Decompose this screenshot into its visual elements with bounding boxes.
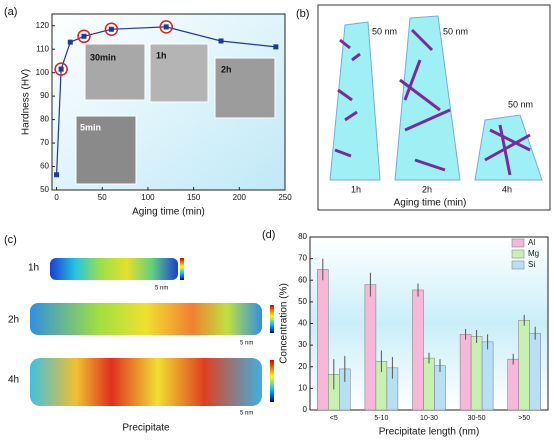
x-tick-label: 50 <box>98 193 107 202</box>
x-tick-label: 30-50 <box>468 415 486 422</box>
series-line <box>55 26 276 175</box>
panel-b: 50 nm 50 nm 50 nm 1h 2h 4h Aging time (m… <box>296 4 551 211</box>
x-tick-label: 250 <box>278 193 292 202</box>
scale-label: 50 nm <box>443 26 468 36</box>
axis-label: Aging time (min) <box>394 198 467 209</box>
y-tick-label: 70 <box>40 138 49 147</box>
x-axis-label: Aging time (min) <box>132 207 205 218</box>
marker <box>58 66 64 72</box>
inset-label: 1h <box>156 50 167 60</box>
x-tick-label: 10-30 <box>420 415 438 422</box>
y-tick-label: 110 <box>36 44 49 53</box>
bar <box>529 332 541 411</box>
panel-c: (c) 1h 2h 4h 5 nm 5 nm 5 nm Precipitate <box>4 234 274 434</box>
bar <box>470 336 483 411</box>
bar <box>518 320 530 411</box>
inset-label: 5min <box>80 122 101 132</box>
marker <box>67 39 73 45</box>
y-tick-label: 70 <box>298 254 307 263</box>
legend-label: Si <box>528 260 535 269</box>
y-tick-label: 50 <box>40 185 49 194</box>
scale-label: 5 nm <box>240 341 253 347</box>
time-label: 4h <box>8 375 19 386</box>
y-tick-label: 120 <box>36 21 50 30</box>
time-label: 2h <box>422 184 432 194</box>
marker <box>54 172 60 178</box>
legend-swatch <box>511 238 525 248</box>
x-axis-label: Precipitate length (nm) <box>379 427 480 438</box>
y-tick-label: 30 <box>298 340 307 349</box>
highlight-circle <box>104 22 119 37</box>
x-tick-label: 100 <box>141 193 155 202</box>
y-tick-label: 80 <box>298 232 307 241</box>
y-tick-label: 80 <box>40 115 49 124</box>
insets: 30min 1h 2h 5min <box>75 43 276 185</box>
x-tick-label: <5 <box>330 415 338 422</box>
time-label: 1h <box>351 184 361 194</box>
highlight-circle <box>54 62 68 76</box>
scale-label: 50 nm <box>508 99 533 109</box>
legend-label: Al <box>528 238 535 247</box>
marker <box>273 44 279 50</box>
bar <box>364 284 377 411</box>
axis-label: Precipitate <box>122 423 170 434</box>
bar <box>481 341 494 411</box>
bar <box>459 334 472 411</box>
panel-label: (b) <box>296 8 309 20</box>
bar <box>423 357 435 411</box>
time-label: 2h <box>8 315 19 326</box>
scale-label: 5 nm <box>240 411 253 417</box>
axes-frame <box>51 13 286 191</box>
y-axis-label: Concentration (%) <box>279 283 290 364</box>
panel-label: (d) <box>262 229 275 241</box>
y-tick-label: 40 <box>298 319 307 328</box>
panel-label: (a) <box>4 6 17 18</box>
y-tick-label: 100 <box>36 68 50 77</box>
x-tick-label: >50 <box>518 415 530 422</box>
x-tick-label: 0 <box>54 193 59 202</box>
time-label: 4h <box>502 184 512 194</box>
marker <box>108 26 114 32</box>
inset-label: 30min <box>90 52 116 62</box>
legend-swatch <box>511 249 525 259</box>
highlight-circle <box>77 29 91 44</box>
bar <box>317 269 329 411</box>
y-axis-label: Hardness (HV) <box>21 69 32 135</box>
legend-label: Mg <box>528 249 539 258</box>
marker <box>163 24 169 30</box>
scale-label: 50 nm <box>372 26 397 36</box>
y-tick-label: 50 <box>298 297 307 306</box>
y-tick-label: 90 <box>40 91 49 100</box>
highlight-circle <box>159 20 173 34</box>
x-tick-label: 150 <box>187 193 201 202</box>
scale-label: 5 nm <box>155 286 168 292</box>
y-tick-label: 60 <box>40 162 49 171</box>
panel-label: (c) <box>4 234 17 246</box>
y-tick-label: 0 <box>303 405 308 414</box>
y-tick-label: 10 <box>298 383 307 392</box>
x-tick-label: 5-10 <box>374 415 388 422</box>
marker <box>218 38 224 44</box>
bar <box>412 289 424 411</box>
inset-label: 2h <box>221 64 232 74</box>
legend-swatch <box>511 260 525 270</box>
time-label: 1h <box>28 263 39 274</box>
bar <box>507 358 519 411</box>
y-tick-label: 60 <box>298 275 307 284</box>
bar <box>434 365 446 411</box>
x-tick-label: 200 <box>233 193 247 202</box>
y-tick-label: 20 <box>298 362 307 371</box>
marker <box>81 33 87 39</box>
